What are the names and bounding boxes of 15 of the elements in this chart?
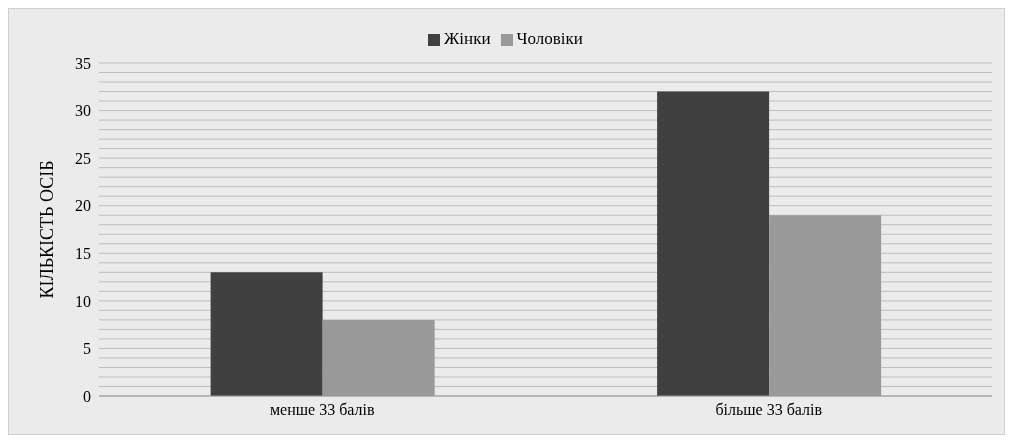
y-tick-label: 5 — [83, 340, 91, 358]
x-tick-label: більше 33 балів — [715, 401, 823, 419]
y-tick-label: 25 — [75, 149, 91, 167]
y-tick-label: 30 — [75, 102, 91, 120]
y-tick-label: 15 — [75, 244, 91, 262]
x-tick-label: менше 33 балів — [269, 401, 375, 419]
legend-label: Чоловіки — [516, 29, 583, 48]
bar — [210, 272, 323, 396]
y-tick-label: 35 — [75, 54, 91, 72]
y-tick-label: 10 — [75, 292, 91, 310]
y-axis-title: КІЛЬКІСТЬ ОСІБ — [37, 160, 58, 299]
legend-label: Жінки — [444, 29, 491, 48]
y-tick-label: 20 — [75, 197, 91, 215]
y-tick-label: 0 — [83, 387, 91, 405]
bar — [657, 91, 770, 396]
